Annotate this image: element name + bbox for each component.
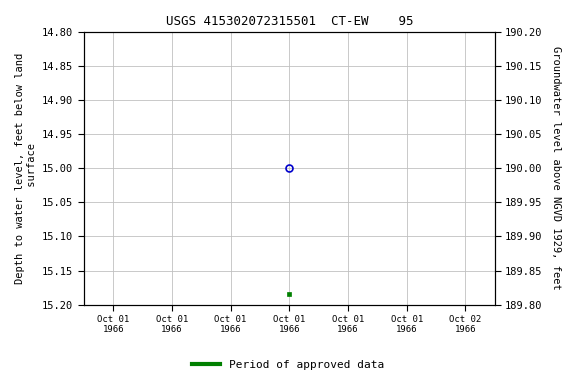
Y-axis label: Depth to water level, feet below land
 surface: Depth to water level, feet below land su… <box>15 53 37 284</box>
Y-axis label: Groundwater level above NGVD 1929, feet: Groundwater level above NGVD 1929, feet <box>551 46 561 290</box>
Legend: Period of approved data: Period of approved data <box>188 356 388 375</box>
Title: USGS 415302072315501  CT-EW    95: USGS 415302072315501 CT-EW 95 <box>165 15 413 28</box>
